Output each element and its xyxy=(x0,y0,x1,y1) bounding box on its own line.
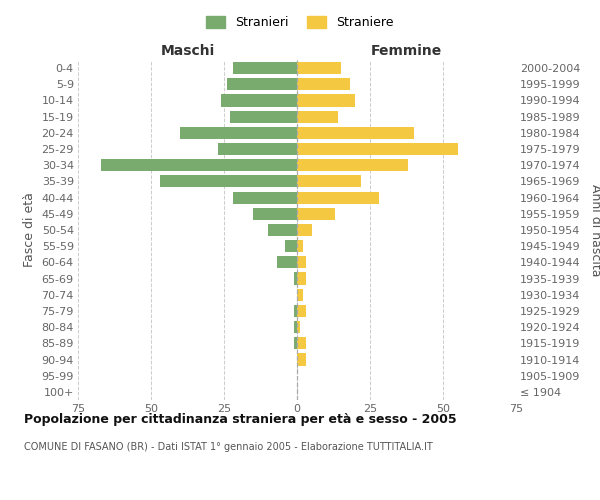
Bar xyxy=(294,321,297,333)
Bar xyxy=(277,256,297,268)
Bar xyxy=(297,272,306,284)
Bar xyxy=(297,321,300,333)
Bar xyxy=(297,176,361,188)
Bar xyxy=(180,127,297,139)
Bar xyxy=(297,143,458,155)
Bar xyxy=(297,192,379,203)
Bar xyxy=(297,159,408,172)
Bar xyxy=(230,110,297,122)
Bar xyxy=(160,176,297,188)
Bar xyxy=(294,338,297,349)
Bar xyxy=(297,305,306,317)
Text: Femmine: Femmine xyxy=(371,44,442,58)
Bar xyxy=(297,127,414,139)
Bar xyxy=(227,78,297,90)
Bar xyxy=(294,305,297,317)
Legend: Stranieri, Straniere: Stranieri, Straniere xyxy=(202,11,398,34)
Bar xyxy=(297,256,306,268)
Bar xyxy=(297,338,306,349)
Bar xyxy=(101,159,297,172)
Bar xyxy=(297,240,303,252)
Bar xyxy=(233,192,297,203)
Bar xyxy=(297,110,338,122)
Bar xyxy=(297,224,311,236)
Bar xyxy=(297,354,306,366)
Bar xyxy=(253,208,297,220)
Bar xyxy=(218,143,297,155)
Y-axis label: Fasce di età: Fasce di età xyxy=(23,192,36,268)
Text: Popolazione per cittadinanza straniera per età e sesso - 2005: Popolazione per cittadinanza straniera p… xyxy=(24,412,457,426)
Bar xyxy=(268,224,297,236)
Bar xyxy=(221,94,297,106)
Bar xyxy=(297,288,303,301)
Text: COMUNE DI FASANO (BR) - Dati ISTAT 1° gennaio 2005 - Elaborazione TUTTITALIA.IT: COMUNE DI FASANO (BR) - Dati ISTAT 1° ge… xyxy=(24,442,433,452)
Bar xyxy=(297,94,355,106)
Bar xyxy=(286,240,297,252)
Bar xyxy=(297,78,350,90)
Y-axis label: Anni di nascita: Anni di nascita xyxy=(589,184,600,276)
Bar xyxy=(297,62,341,74)
Bar xyxy=(233,62,297,74)
Text: Maschi: Maschi xyxy=(160,44,215,58)
Bar xyxy=(297,208,335,220)
Bar xyxy=(294,272,297,284)
